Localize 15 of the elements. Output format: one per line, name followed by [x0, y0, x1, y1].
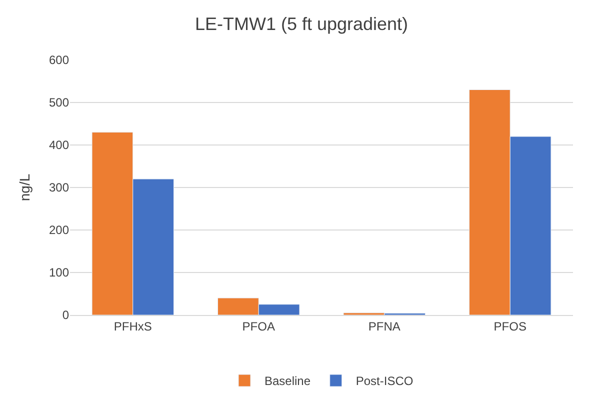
- y-tick-label: 500: [48, 96, 70, 110]
- y-tick-label: 600: [48, 53, 70, 68]
- y-tick-label: 200: [48, 223, 70, 238]
- chart-title: LE-TMW1 (5 ft upgradient): [194, 14, 408, 34]
- y-tick-label: 300: [48, 180, 70, 195]
- x-tick-label: PFOA: [242, 319, 275, 334]
- x-tick-label: PFHxS: [114, 319, 152, 334]
- y-tick-label: 0: [62, 308, 70, 322]
- y-tick-label: 100: [48, 266, 70, 280]
- x-tick-label: PFNA: [368, 319, 400, 334]
- y-tick-label: 400: [48, 138, 70, 152]
- x-tick-label: PFOS: [494, 319, 526, 334]
- legend-label: Baseline: [264, 374, 311, 388]
- y-axis-title: ng/L: [16, 174, 33, 202]
- legend-label: Post-ISCO: [356, 374, 414, 388]
